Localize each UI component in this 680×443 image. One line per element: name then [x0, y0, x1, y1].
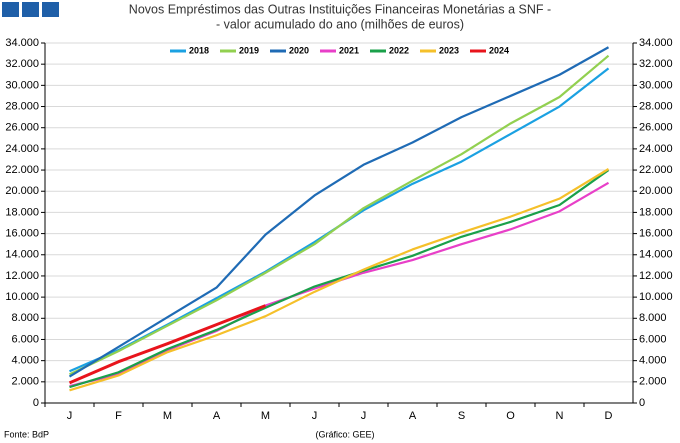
y2-tick-label: 8.000	[639, 312, 667, 324]
x-tick-label: J	[67, 410, 73, 422]
y-tick-label: 0	[33, 397, 39, 409]
series-line	[69, 169, 610, 389]
series-line	[69, 168, 610, 392]
logo-block	[22, 2, 39, 17]
legend-label: 2021	[339, 45, 359, 55]
x-tick-label: M	[163, 410, 172, 422]
y-tick-label: 34.000	[5, 37, 39, 49]
legend-label: 2024	[489, 45, 509, 55]
y-tick-label: 28.000	[5, 100, 39, 112]
y2-tick-label: 12.000	[639, 270, 673, 282]
y-tick-label: 32.000	[5, 58, 39, 70]
y2-tick-label: 32.000	[639, 58, 673, 70]
y-tick-label: 22.000	[5, 164, 39, 176]
legend-label: 2023	[439, 45, 459, 55]
y2-tick-label: 10.000	[639, 291, 673, 303]
source: Fonte: BdP	[4, 429, 49, 439]
x-tick-label: D	[605, 410, 613, 422]
y-tick-label: 10.000	[5, 291, 39, 303]
series-line	[69, 54, 610, 376]
x-tick-label: M	[261, 410, 270, 422]
x-tick-label: F	[115, 410, 122, 422]
y2-tick-label: 6.000	[639, 333, 667, 345]
x-tick-label: A	[213, 410, 221, 422]
y2-tick-label: 2.000	[639, 376, 667, 388]
y-tick-label: 12.000	[5, 270, 39, 282]
y-tick-label: 20.000	[5, 185, 39, 197]
y-tick-label: 14.000	[5, 249, 39, 261]
y2-tick-label: 34.000	[639, 37, 673, 49]
chart-title: Novos Empréstimos das Outras Instituiçõe…	[129, 2, 551, 16]
y-tick-label: 2.000	[11, 376, 39, 388]
y2-tick-label: 26.000	[639, 122, 673, 134]
x-tick-label: J	[312, 410, 318, 422]
y-tick-label: 30.000	[5, 79, 39, 91]
y2-tick-label: 18.000	[639, 206, 673, 218]
legend-label: 2020	[289, 45, 309, 55]
series-line	[69, 181, 610, 388]
series-line	[68, 304, 267, 385]
y2-tick-label: 24.000	[639, 143, 673, 155]
y2-tick-label: 14.000	[639, 249, 673, 261]
series-line	[68, 46, 610, 378]
logo-block	[42, 2, 59, 17]
chart-subtitle: - valor acumulado do ano (milhões de eur…	[216, 17, 464, 31]
y2-tick-label: 28.000	[639, 100, 673, 112]
legend-label: 2019	[239, 45, 259, 55]
y2-tick-label: 4.000	[639, 355, 667, 367]
logo-block	[2, 2, 19, 17]
legend-label: 2018	[189, 45, 209, 55]
y-tick-label: 26.000	[5, 122, 39, 134]
credit: (Gráfico: GEE)	[315, 429, 374, 439]
y2-tick-label: 20.000	[639, 185, 673, 197]
y-tick-label: 8.000	[11, 312, 39, 324]
x-tick-label: A	[409, 410, 417, 422]
y-tick-label: 16.000	[5, 227, 39, 239]
y-tick-label: 4.000	[11, 355, 39, 367]
y2-tick-label: 22.000	[639, 164, 673, 176]
y2-tick-label: 0	[639, 397, 645, 409]
y-tick-label: 18.000	[5, 206, 39, 218]
legend-label: 2022	[389, 45, 409, 55]
x-tick-label: O	[506, 410, 515, 422]
y2-tick-label: 30.000	[639, 79, 673, 91]
y-tick-label: 6.000	[11, 333, 39, 345]
x-tick-label: J	[361, 410, 367, 422]
x-tick-label: S	[458, 410, 465, 422]
y2-tick-label: 16.000	[639, 227, 673, 239]
y-tick-label: 24.000	[5, 143, 39, 155]
x-tick-label: N	[556, 410, 564, 422]
